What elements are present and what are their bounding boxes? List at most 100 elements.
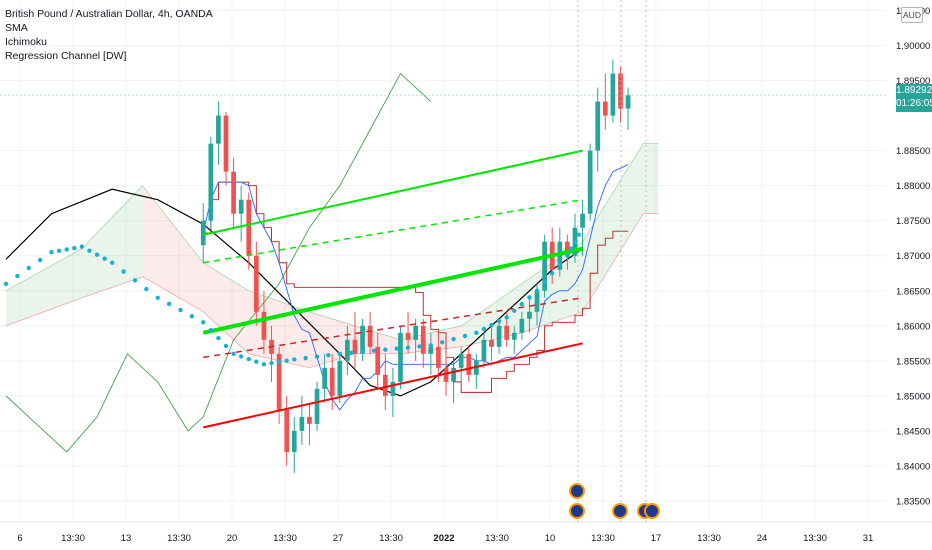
candle-body bbox=[345, 339, 350, 361]
dot-point bbox=[64, 247, 69, 252]
dot-point bbox=[534, 288, 540, 293]
dot-point bbox=[451, 336, 456, 342]
dot-point bbox=[489, 322, 494, 328]
candle-body bbox=[458, 353, 464, 368]
candle-body bbox=[580, 213, 585, 228]
dot-point bbox=[37, 257, 43, 263]
price-tick-label: 1.89500 bbox=[896, 76, 930, 87]
last-price-label: 1.89292 01:26:05 bbox=[896, 84, 932, 112]
candle-body bbox=[443, 367, 449, 382]
dot-point bbox=[314, 354, 320, 359]
price-tick-label: 1.88500 bbox=[896, 146, 930, 157]
dot-point bbox=[360, 349, 365, 354]
dot-point bbox=[223, 343, 229, 349]
dot-point bbox=[542, 279, 547, 285]
candle-body bbox=[527, 311, 532, 319]
time-tick-label: 13:30 bbox=[379, 533, 403, 544]
channel-mid-line bbox=[202, 246, 583, 335]
candles bbox=[200, 59, 631, 473]
candle-body bbox=[299, 416, 305, 431]
dot-point bbox=[155, 295, 160, 300]
dot-point bbox=[208, 327, 214, 333]
dot-point bbox=[189, 313, 195, 319]
dot-point bbox=[512, 308, 517, 313]
candle-body bbox=[322, 367, 327, 389]
dot-point bbox=[504, 315, 509, 320]
channel-upper-line bbox=[203, 149, 583, 236]
candle-body bbox=[208, 143, 214, 221]
dot-point bbox=[440, 340, 445, 345]
price-tick-label: 1.85000 bbox=[896, 391, 930, 402]
dot-point bbox=[269, 360, 274, 366]
dot-point bbox=[394, 346, 399, 351]
candle-body bbox=[625, 95, 631, 109]
dot-point bbox=[428, 343, 434, 348]
candle-body bbox=[602, 101, 608, 116]
time-tick-label: 31 bbox=[863, 533, 874, 544]
price-tick-label: 1.84000 bbox=[896, 461, 930, 472]
dot-point bbox=[303, 355, 308, 361]
dot-point bbox=[292, 357, 297, 362]
candle-body bbox=[200, 220, 206, 246]
candle-body bbox=[352, 339, 358, 354]
dot-point bbox=[576, 232, 581, 237]
price-tick-label: 1.86500 bbox=[896, 286, 930, 297]
dot-point bbox=[178, 307, 183, 313]
candle-body bbox=[595, 101, 601, 151]
economic-event-icon bbox=[612, 503, 628, 519]
dot-point bbox=[481, 326, 487, 332]
time-tick-label: 17 bbox=[651, 533, 662, 544]
dot-point bbox=[348, 350, 354, 355]
dot-point bbox=[49, 250, 54, 255]
dot-point bbox=[474, 330, 479, 336]
candle-body bbox=[246, 199, 252, 256]
event-icons[interactable] bbox=[569, 0, 660, 522]
cloud-segment bbox=[309, 311, 355, 368]
indicator-ichimoku[interactable]: Ichimoku bbox=[5, 36, 48, 48]
dot-point bbox=[144, 286, 149, 292]
dot-point bbox=[166, 301, 172, 307]
indicator-regression-channel[interactable]: Regression Channel [DW] bbox=[5, 50, 127, 62]
dot-point bbox=[72, 245, 77, 251]
indicator-sma[interactable]: SMA bbox=[5, 22, 28, 34]
time-tick-label: 13:30 bbox=[591, 533, 615, 544]
time-tick-label: 13 bbox=[121, 533, 132, 544]
price-tick-label: 1.90000 bbox=[896, 41, 930, 52]
chart-title: British Pound / Australian Dollar, 4h, O… bbox=[5, 8, 213, 20]
cloud-segment bbox=[203, 262, 249, 354]
candle-body bbox=[534, 290, 540, 312]
price-axis[interactable]: 1.905001.900001.895001.885001.880001.875… bbox=[0, 0, 932, 522]
dot-point bbox=[254, 359, 259, 364]
cloud-segment bbox=[6, 248, 82, 326]
candle-body bbox=[276, 353, 282, 410]
time-tick-label: 13:30 bbox=[803, 533, 827, 544]
candle-body bbox=[587, 150, 593, 214]
dot-point bbox=[405, 345, 411, 350]
candle-body bbox=[610, 73, 616, 116]
channel-mid-upper-line bbox=[203, 198, 583, 264]
time-tick-label: 2022 bbox=[433, 533, 454, 544]
candle-body bbox=[398, 332, 403, 382]
dot-point bbox=[417, 344, 422, 349]
dot-point bbox=[527, 295, 532, 300]
candle-body bbox=[216, 115, 221, 144]
candle-body bbox=[565, 241, 570, 256]
candle-body bbox=[618, 73, 623, 109]
dot-point bbox=[572, 239, 578, 244]
dot-point bbox=[565, 253, 570, 258]
dot-point bbox=[201, 320, 206, 325]
candle-body bbox=[428, 346, 434, 354]
price-tick-label: 1.84500 bbox=[896, 426, 930, 437]
dot-point bbox=[110, 260, 115, 265]
chart-legend: British Pound / Australian Dollar, 4h, O… bbox=[5, 7, 213, 63]
candle-body bbox=[504, 325, 510, 340]
time-tick-label: 27 bbox=[333, 533, 344, 544]
candle-body bbox=[451, 367, 456, 382]
currency-label[interactable]: AUD bbox=[901, 7, 923, 23]
time-axis[interactable]: 6 13:30 13 13:30 20 13:30 27 13:30 2022 13:30 10 13… bbox=[0, 521, 932, 544]
candle-body bbox=[291, 430, 297, 452]
dot-series bbox=[3, 232, 581, 367]
dot-point bbox=[15, 273, 20, 279]
dot-point bbox=[231, 351, 236, 357]
